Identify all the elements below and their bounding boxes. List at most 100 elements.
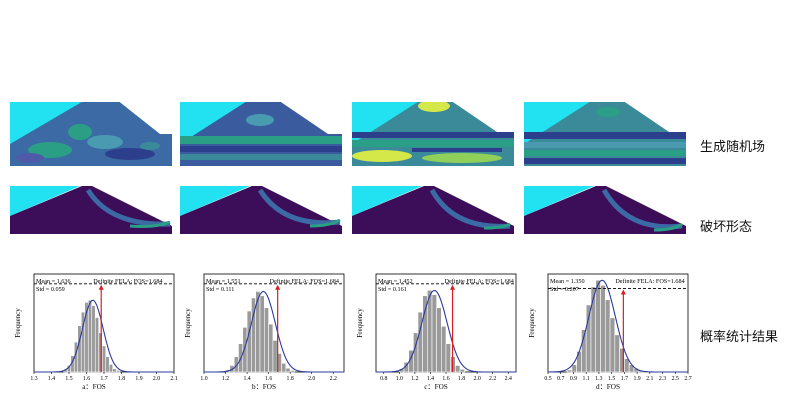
row-label-failure-mode: 破坏形态 — [700, 220, 753, 235]
x-tick-label: 0.7 — [557, 376, 564, 382]
x-tick-label: 1.4 — [48, 376, 55, 382]
mean-label: Mean = 1.551 — [206, 278, 241, 285]
histogram-bar — [268, 323, 274, 373]
x-tick-label: 1.4 — [243, 376, 250, 382]
x-tick-label: 1.7 — [100, 376, 107, 382]
histogram-bar — [455, 365, 461, 373]
x-tick-label: 1.4 — [427, 376, 434, 382]
histogram-bar — [246, 310, 252, 373]
x-tick-label: 1.5 — [608, 376, 615, 382]
std-label: Std = 0.111 — [206, 286, 234, 293]
fela-arrowhead — [450, 284, 456, 290]
fela-arrowhead — [98, 284, 104, 290]
x-tick-label: 2.7 — [684, 376, 691, 382]
histogram-bar — [105, 356, 110, 373]
histogram-bar — [566, 369, 573, 373]
histogram-bar — [77, 325, 82, 373]
histogram-bar — [281, 362, 287, 373]
y-axis-label: Frequency — [184, 308, 192, 338]
random-field-d — [524, 96, 686, 166]
x-tick-label: 1.8 — [118, 376, 125, 382]
histogram-bar — [585, 304, 592, 373]
histogram-bar — [259, 295, 265, 373]
histogram-d: Mean = 1.350 Std = 0.207 Definite FELA: FO… — [524, 268, 694, 391]
x-tick-label: 1.6 — [442, 376, 449, 382]
failure-mode-b — [180, 186, 342, 234]
row-label-random-field: 生成随机场 — [700, 140, 766, 155]
histogram-bar — [571, 364, 577, 373]
histogram-bar — [285, 367, 291, 373]
mean-label: Mean = 1.452 — [378, 278, 413, 285]
histogram-bar — [422, 295, 428, 373]
x-tick-label: 2.0 — [473, 376, 480, 382]
histogram-bar — [115, 370, 121, 373]
x-tick-label: 0.5 — [544, 376, 551, 382]
mean-label: Mean = 1.350 — [550, 278, 585, 285]
x-axis-label: a：FOS — [82, 383, 106, 390]
histogram-b: Mean = 1.551 Std = 0.111 Definite FELA: FO… — [180, 268, 350, 391]
histogram-bar — [576, 351, 582, 373]
x-tick-label: 1.6 — [83, 376, 90, 382]
histogram-bar — [600, 285, 606, 373]
histogram-a: Mean = 1.636 Std = 0.059 Definite FELA: FO… — [10, 268, 180, 391]
y-axis-label: Frequency — [14, 308, 22, 338]
x-tick-label: 1.5 — [65, 376, 72, 382]
y-axis-label: Frequency — [356, 308, 364, 338]
x-tick-label: 0.8 — [380, 376, 387, 382]
fela-arrowhead — [275, 284, 281, 290]
normal-fit-curve — [548, 279, 688, 373]
fela-arrowhead — [620, 289, 626, 295]
x-tick-label: 2.0 — [308, 376, 315, 382]
histogram-bar — [242, 327, 248, 373]
x-tick-label: 1.1 — [583, 376, 590, 382]
std-label: Std = 0.207 — [550, 286, 579, 293]
random-field-b — [180, 96, 342, 166]
histogram-bar — [595, 279, 601, 373]
normal-fit-curve — [34, 299, 174, 373]
histogram-bar — [436, 307, 442, 373]
x-tick-label: 1.8 — [458, 376, 465, 382]
histogram-bar — [91, 305, 96, 373]
x-tick-label: 1.9 — [633, 376, 640, 382]
std-label: Std = 0.059 — [36, 286, 65, 293]
x-tick-label: 1.7 — [621, 376, 628, 382]
histogram-bar — [609, 317, 616, 373]
std-label: Std = 0.161 — [378, 286, 407, 293]
x-tick-label: 2.3 — [659, 376, 666, 382]
mean-label: Mean = 1.636 — [36, 278, 71, 285]
fela-label: Definite FELA: FOS=1.684 — [445, 278, 514, 285]
histogram-bar — [441, 325, 447, 373]
failure-mode-d — [524, 186, 686, 234]
row-label-statistics: 概率统计结果 — [700, 330, 779, 345]
random-field-c — [352, 96, 514, 166]
x-tick-label: 1.2 — [411, 376, 418, 382]
y-axis-label: Frequency — [528, 308, 536, 338]
histogram-bar — [87, 299, 93, 373]
histogram-bar — [94, 317, 100, 373]
x-tick-label: 1.0 — [396, 376, 403, 382]
histogram-bar — [101, 345, 107, 373]
histogram-bar — [108, 364, 114, 373]
histogram-c: Mean = 1.452 Std = 0.161 Definite FELA: FO… — [352, 268, 522, 391]
fela-label: Definite FELA: FOS=1.684 — [270, 278, 339, 285]
histogram-bar — [445, 343, 451, 373]
histogram-bar — [614, 334, 620, 373]
x-axis-label: d：FOS — [596, 383, 620, 390]
histogram-bar — [272, 340, 278, 373]
x-tick-label: 2.2 — [330, 376, 337, 382]
x-tick-label: 1.3 — [30, 376, 37, 382]
x-tick-label: 2.5 — [672, 376, 679, 382]
x-tick-label: 0.9 — [570, 376, 577, 382]
x-axis-label: b：FOS — [252, 383, 276, 390]
x-tick-label: 1.8 — [287, 376, 294, 382]
random-field-a — [10, 96, 172, 166]
histogram-bar — [431, 294, 437, 373]
failure-mode-c — [352, 186, 514, 234]
x-tick-label: 2.0 — [153, 376, 160, 382]
x-axis-label: c：FOS — [424, 383, 448, 390]
x-tick-label: 1.2 — [222, 376, 229, 382]
histogram-bar — [427, 290, 433, 373]
histogram-bar — [264, 307, 269, 373]
x-tick-label: 1.6 — [265, 376, 272, 382]
histogram-bar — [604, 299, 611, 373]
